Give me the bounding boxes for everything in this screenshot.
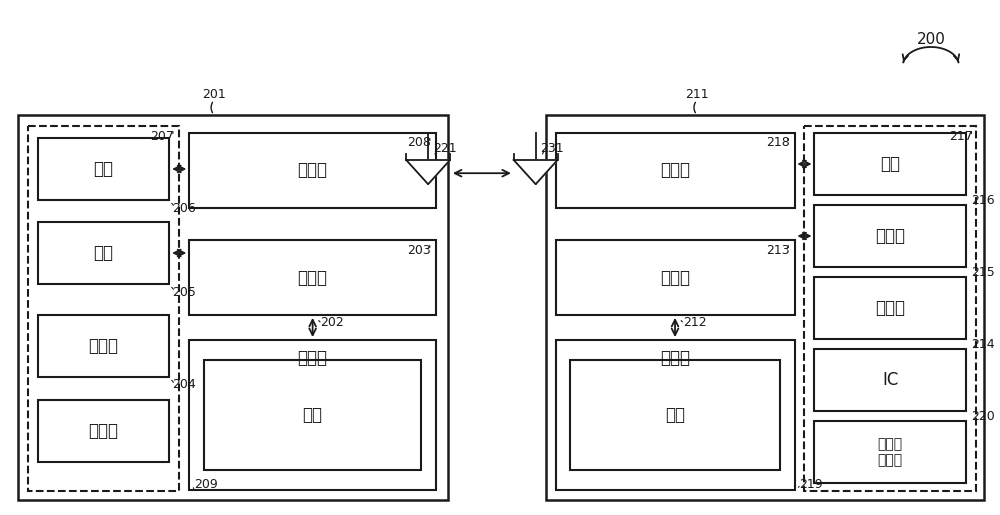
Bar [814,421,966,483]
Bar [189,133,436,208]
Bar [570,360,780,470]
Text: 处理器: 处理器 [660,268,690,286]
Text: 231: 231 [541,142,564,154]
Bar [38,400,169,462]
Text: 调度器: 调度器 [89,422,119,440]
Bar [28,126,179,491]
Bar [814,277,966,339]
Text: 205: 205 [172,285,196,299]
Bar [804,126,976,491]
Text: 检测器
和反馈: 检测器 和反馈 [878,437,903,467]
Text: 220: 220 [971,409,994,422]
Text: 207: 207 [150,129,174,143]
Polygon shape [406,160,450,184]
Text: 204: 204 [172,379,196,391]
Text: 208: 208 [407,136,431,149]
Text: 218: 218 [766,136,790,149]
Bar [189,340,436,490]
Text: 解映射: 解映射 [875,227,905,245]
Bar [38,222,169,284]
Text: 201: 201 [202,89,226,101]
Text: 收发器: 收发器 [660,162,690,180]
Text: 控制: 控制 [880,155,900,173]
Text: IC: IC [882,371,898,389]
Bar [814,205,966,267]
Text: 编码器: 编码器 [875,299,905,317]
Text: 200: 200 [916,32,945,47]
Bar [18,115,448,500]
Bar [546,115,984,500]
Text: 存储器: 存储器 [660,349,690,367]
Text: 209: 209 [194,478,218,491]
Text: 处理器: 处理器 [298,268,328,286]
Text: 存储器: 存储器 [298,349,328,367]
Text: 程序: 程序 [665,406,685,424]
Bar [38,138,169,200]
Text: 221: 221 [433,142,457,154]
Text: 215: 215 [971,266,994,279]
Text: 212: 212 [683,317,707,330]
Text: 203: 203 [407,244,431,256]
Text: 216: 216 [971,194,994,207]
Bar [38,315,169,377]
Text: 程序: 程序 [303,406,323,424]
Polygon shape [514,160,558,184]
Text: 213: 213 [766,244,790,256]
Text: 214: 214 [971,337,994,351]
Text: 映射: 映射 [94,244,114,262]
Bar [814,349,966,411]
Bar [556,240,795,315]
Bar [556,133,795,208]
Text: 219: 219 [799,478,823,491]
Bar [556,340,795,490]
Text: 收发器: 收发器 [298,162,328,180]
Text: 控制: 控制 [94,160,114,178]
Text: 206: 206 [172,201,196,215]
Text: 217: 217 [949,129,973,143]
Text: 211: 211 [685,89,709,101]
Text: 编码器: 编码器 [89,337,119,355]
Bar [189,240,436,315]
Bar [204,360,421,470]
Text: 202: 202 [321,317,344,330]
Bar [814,133,966,195]
